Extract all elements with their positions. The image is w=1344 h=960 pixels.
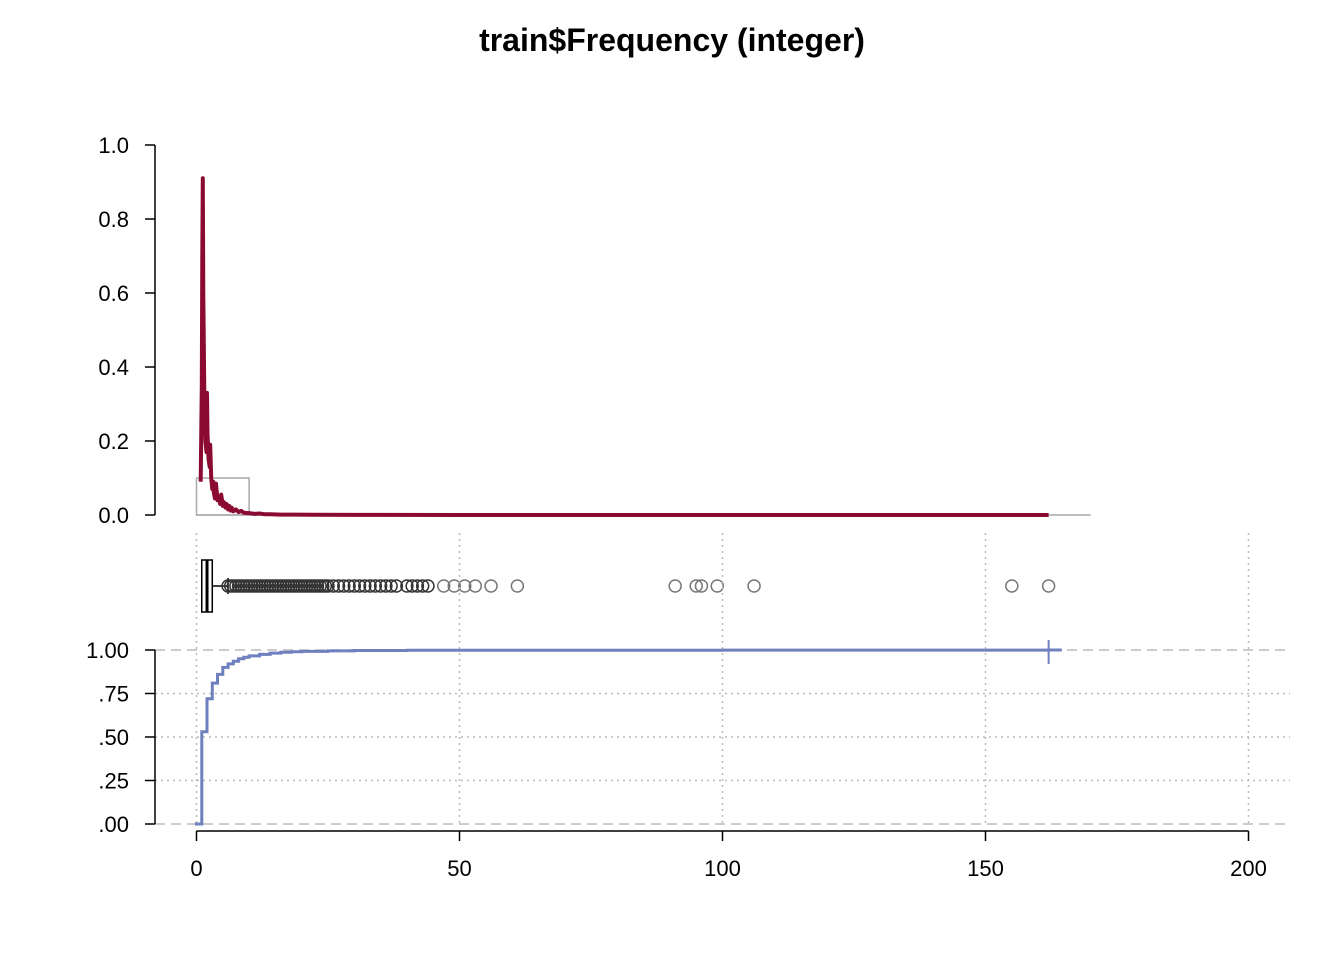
boxplot-outlier bbox=[1005, 579, 1019, 593]
boxplot-outlier bbox=[421, 579, 435, 593]
boxplot-outlier bbox=[373, 579, 388, 593]
ecdf-y-tick-label: 1.00 bbox=[86, 638, 129, 663]
boxplot-panel bbox=[201, 559, 1056, 613]
density-y-tick-label: 0.4 bbox=[98, 355, 129, 380]
boxplot-outlier bbox=[710, 579, 724, 593]
boxplot-outlier bbox=[368, 579, 383, 593]
boxplot-outlier bbox=[447, 579, 461, 593]
density-y-tick-label: 1.0 bbox=[98, 133, 129, 158]
boxplot-outlier bbox=[321, 579, 335, 593]
boxplot-outlier bbox=[747, 579, 761, 593]
ecdf-y-tick-label: .50 bbox=[98, 725, 129, 750]
boxplot-outlier bbox=[410, 579, 425, 593]
boxplot-outlier bbox=[689, 579, 703, 593]
boxplot-outlier bbox=[389, 579, 404, 593]
ecdf-panel: .00 .25 .50 .75 1.00 0 50 100 150 200 bbox=[86, 533, 1290, 881]
boxplot-outlier bbox=[405, 579, 419, 593]
x-tick-label: 150 bbox=[967, 856, 1004, 881]
x-tick-label: 0 bbox=[190, 856, 202, 881]
boxplot-outlier bbox=[458, 579, 472, 593]
boxplot-outlier bbox=[484, 579, 498, 593]
density-series-line bbox=[198, 176, 1049, 517]
boxplot-outlier bbox=[352, 579, 367, 593]
boxplot-outlier bbox=[694, 579, 709, 593]
boxplot-outlier bbox=[400, 579, 414, 593]
boxplot-outlier bbox=[510, 579, 525, 593]
boxplot-outlier bbox=[379, 579, 393, 593]
boxplot-outlier bbox=[347, 579, 362, 593]
x-tick-label: 100 bbox=[704, 856, 741, 881]
boxplot-outlier bbox=[668, 579, 682, 593]
ecdf-y-tick-label: .25 bbox=[98, 769, 129, 794]
ecdf-series-line bbox=[194, 648, 1062, 826]
chart-title: train$Frequency (integer) bbox=[479, 22, 865, 58]
boxplot-outlier bbox=[384, 579, 398, 593]
ecdf-y-tick-label: .75 bbox=[98, 682, 129, 707]
boxplot-outlier bbox=[436, 579, 451, 593]
boxplot-outlier bbox=[358, 579, 372, 593]
x-tick-label: 50 bbox=[447, 856, 471, 881]
density-y-tick-label: 0.0 bbox=[98, 503, 129, 528]
boxplot-outlier bbox=[331, 579, 346, 593]
density-y-tick-label: 0.8 bbox=[98, 207, 129, 232]
density-y-tick-label: 0.6 bbox=[98, 281, 129, 306]
boxplot-outlier bbox=[326, 579, 341, 593]
density-panel: 0.0 0.2 0.4 0.6 0.8 1.0 bbox=[98, 133, 1091, 528]
boxplot-outlier bbox=[1041, 579, 1056, 593]
boxplot-outlier bbox=[468, 579, 483, 593]
boxplot-outlier bbox=[337, 579, 351, 593]
boxplot-outlier bbox=[415, 579, 430, 593]
boxplot-outlier bbox=[342, 579, 356, 593]
density-inset-box bbox=[195, 477, 250, 516]
boxplot-outlier bbox=[363, 579, 377, 593]
ecdf-y-tick-label: .00 bbox=[98, 812, 129, 837]
density-y-tick-label: 0.2 bbox=[98, 429, 129, 454]
x-tick-label: 200 bbox=[1230, 856, 1267, 881]
